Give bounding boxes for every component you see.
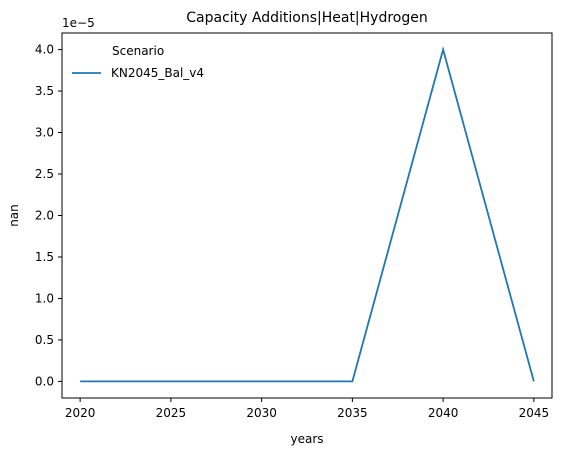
plot-area-frame	[61, 32, 553, 399]
y-tick-label: 4.0	[35, 43, 54, 57]
x-tick-label: 2020	[65, 406, 96, 420]
legend: Scenario KN2045_Bal_v4	[72, 44, 204, 80]
series-line	[80, 46, 535, 383]
series-layer	[80, 46, 535, 383]
y-tick-label: 3.5	[35, 84, 54, 98]
y-tick-label: 3.0	[35, 126, 54, 140]
y-axis-offset-label: 1e−5	[62, 16, 95, 30]
legend-title: Scenario	[112, 44, 164, 58]
y-axis-label: nan	[7, 204, 21, 227]
y-tick-label: 1.0	[35, 291, 54, 305]
y-tick-label: 2.0	[35, 209, 54, 223]
y-tick-label: 0.0	[35, 374, 54, 388]
x-tick-label: 2025	[156, 406, 187, 420]
x-tick-label: 2045	[519, 406, 550, 420]
x-tick-label: 2035	[337, 406, 368, 420]
legend-series-label: KN2045_Bal_v4	[111, 66, 204, 80]
y-tick-label: 1.5	[35, 250, 54, 264]
x-axis-label: years	[290, 432, 323, 446]
x-tick-label: 2040	[428, 406, 459, 420]
y-tick-label: 0.5	[35, 333, 54, 347]
axes-layer: 2020 2025 2030 2035 2040 2045 0.0 0.5 1.0 1.5 2.0 2…	[35, 43, 549, 420]
y-tick-label: 2.5	[35, 167, 54, 181]
x-tick-label: 2030	[246, 406, 277, 420]
chart-title: Capacity Additions|Heat|Hydrogen	[186, 10, 427, 26]
